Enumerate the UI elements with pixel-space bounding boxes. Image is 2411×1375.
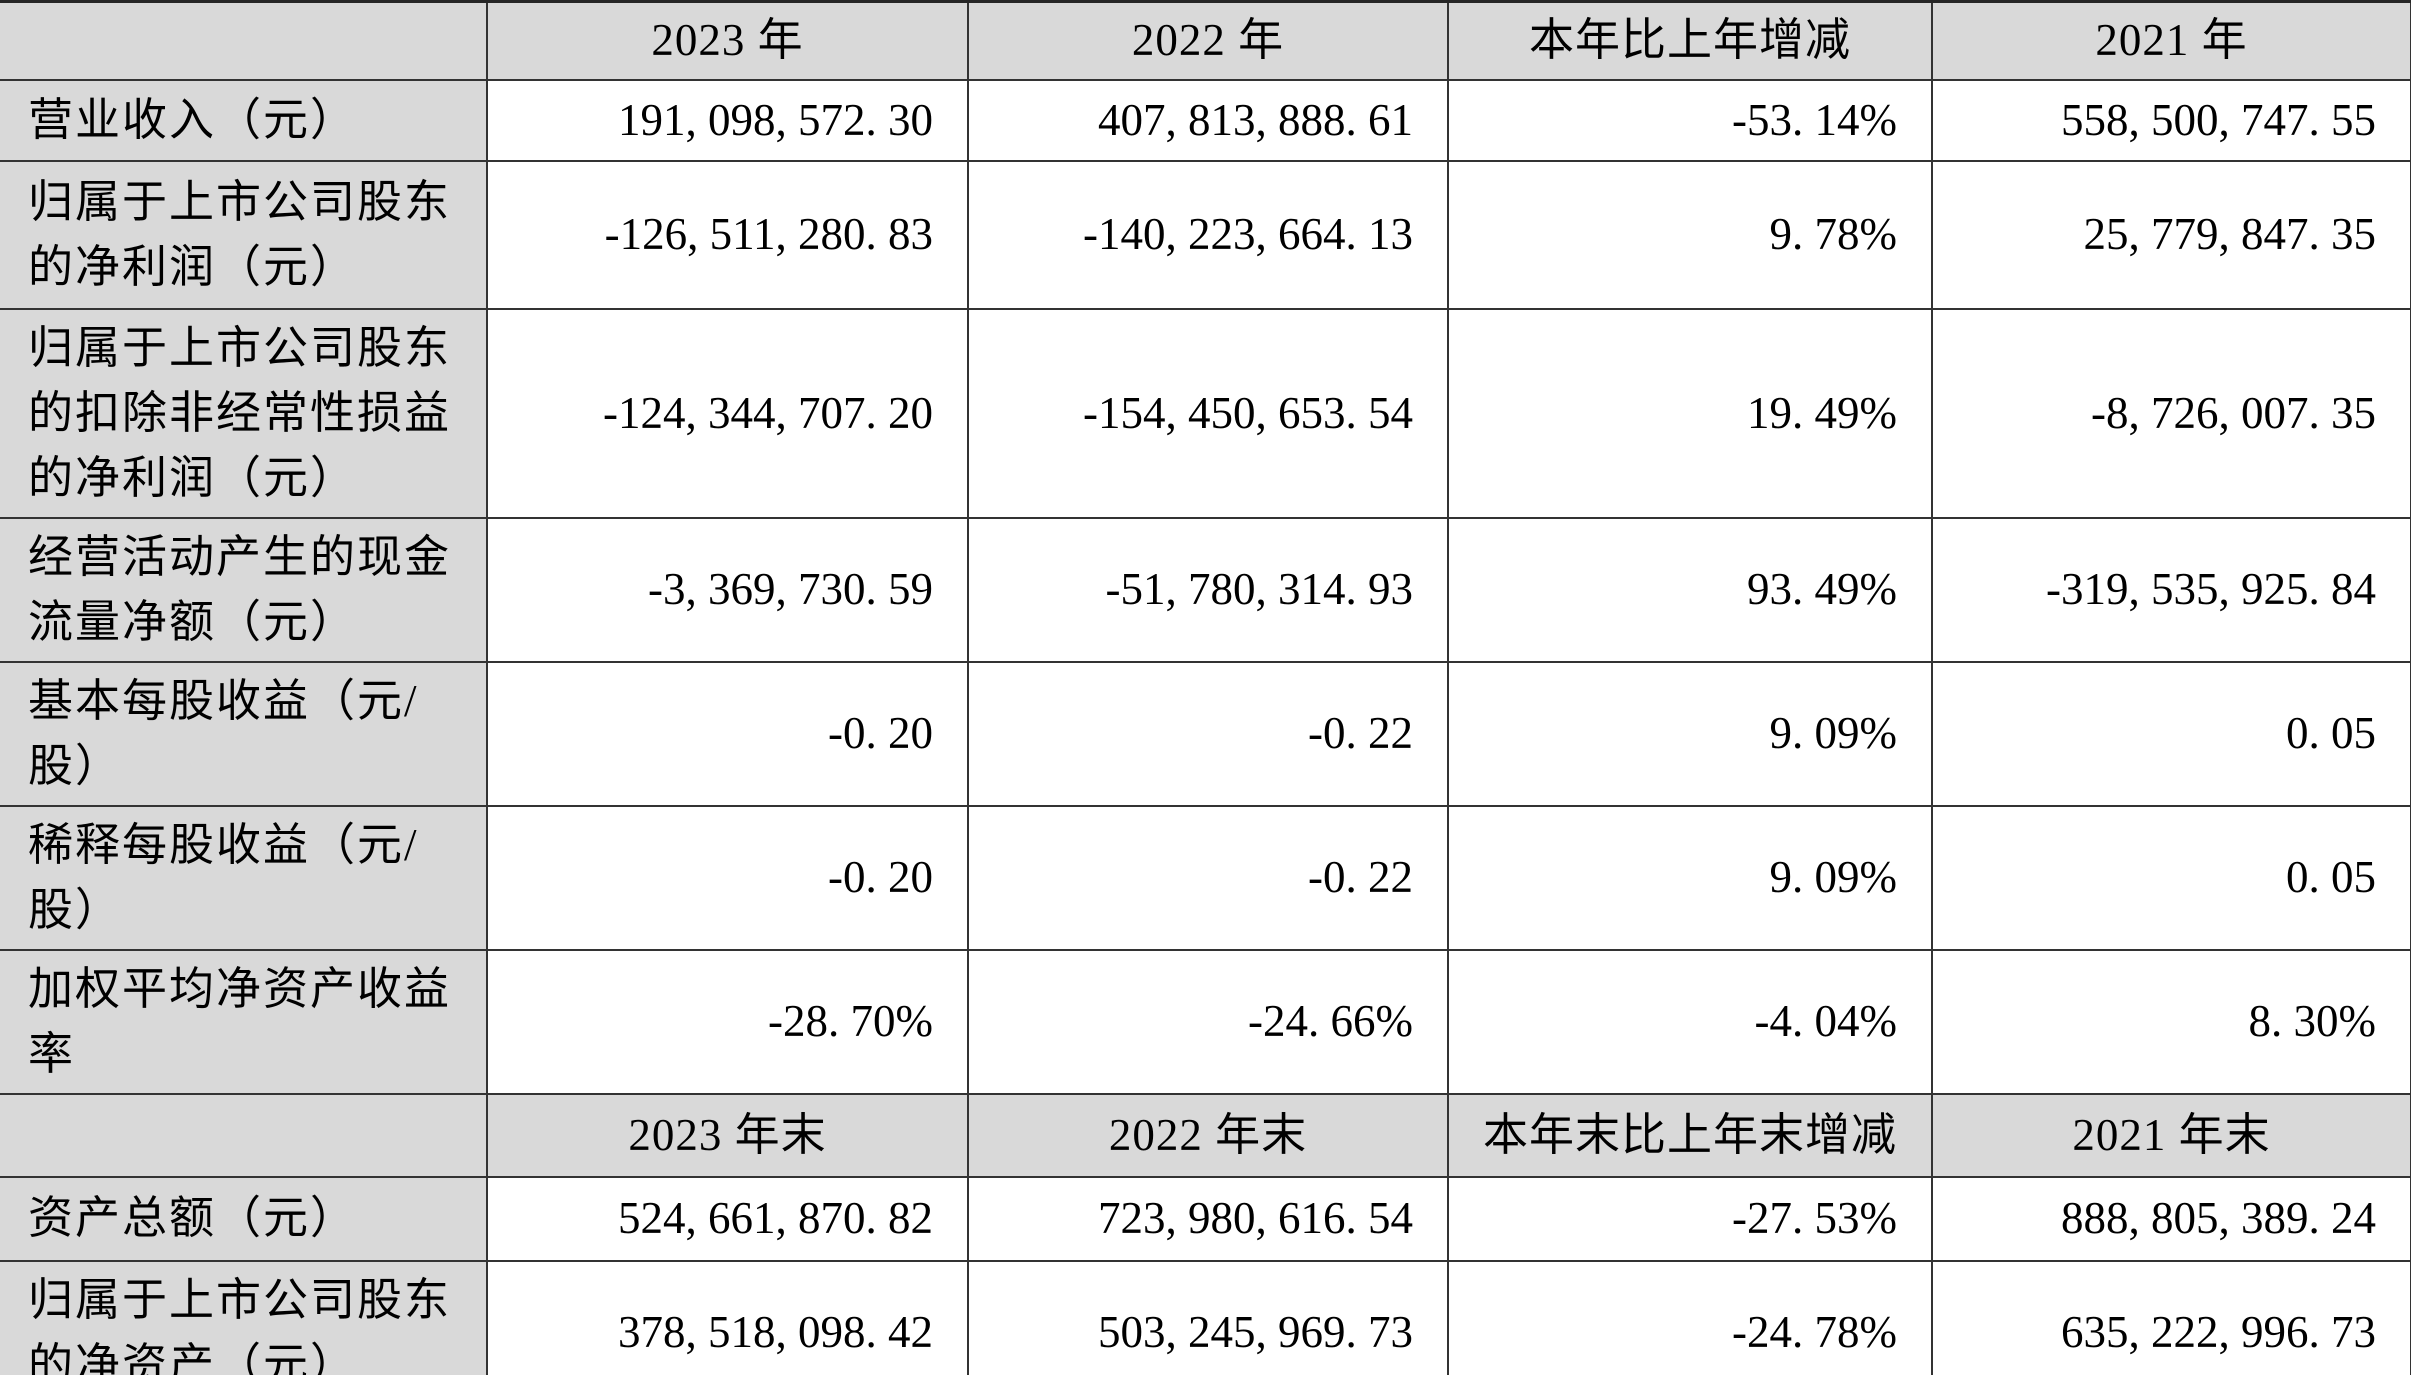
value-2023: -124, 344, 707. 20: [486, 307, 969, 519]
table-row-weighted-avg-roe: 加权平均净资产收益 率 -28. 70% -24. 66% -4. 04% 8.…: [0, 948, 2411, 1095]
value-2021: 8. 30%: [1931, 948, 2411, 1095]
value-2021: -8, 726, 007. 35: [1931, 307, 2411, 519]
value-2023-yearend: 378, 518, 098. 42: [486, 1259, 969, 1375]
value-2022: -0. 22: [967, 804, 1449, 951]
value-2022: -154, 450, 653. 54: [967, 307, 1449, 519]
column-header-2023-yearend: 2023 年末: [486, 1092, 969, 1178]
value-2023: -0. 20: [486, 804, 969, 951]
value-yearend-change: -24. 78%: [1447, 1259, 1933, 1375]
value-yoy-change: 9. 78%: [1447, 159, 1933, 310]
column-header-2022: 2022 年: [967, 0, 1449, 81]
value-2021: 0. 05: [1931, 804, 2411, 951]
row-label: 经营活动产生的现金 流量净额（元）: [0, 516, 488, 663]
table-row-basic-eps: 基本每股收益（元/ 股） -0. 20 -0. 22 9. 09% 0. 05: [0, 660, 2411, 807]
row-label: 资产总额（元）: [0, 1175, 488, 1262]
value-2022: -140, 223, 664. 13: [967, 159, 1449, 310]
table-row-operating-cash-flow: 经营活动产生的现金 流量净额（元） -3, 369, 730. 59 -51, …: [0, 516, 2411, 663]
value-yoy-change: 9. 09%: [1447, 804, 1933, 951]
value-2021: 558, 500, 747. 55: [1931, 78, 2411, 162]
column-header-2021: 2021 年: [1931, 0, 2411, 81]
value-2021: 0. 05: [1931, 660, 2411, 807]
value-2023-yearend: 524, 661, 870. 82: [486, 1175, 969, 1262]
value-2021-yearend: 635, 222, 996. 73: [1931, 1259, 2411, 1375]
value-yearend-change: -27. 53%: [1447, 1175, 1933, 1262]
column-header-yearend-change: 本年末比上年末增减: [1447, 1092, 1933, 1178]
table-row-net-profit-excl-nonrecurring: 归属于上市公司股东 的扣除非经常性损益 的净利润（元） -124, 344, 7…: [0, 307, 2411, 519]
value-2023: -3, 369, 730. 59: [486, 516, 969, 663]
row-label: 加权平均净资产收益 率: [0, 948, 488, 1095]
column-header-yoy-change: 本年比上年增减: [1447, 0, 1933, 81]
corner-cell: [0, 0, 488, 81]
value-2023: 191, 098, 572. 30: [486, 78, 969, 162]
value-2023: -0. 20: [486, 660, 969, 807]
value-2022: -51, 780, 314. 93: [967, 516, 1449, 663]
row-label: 归属于上市公司股东 的扣除非经常性损益 的净利润（元）: [0, 307, 488, 519]
value-yoy-change: 9. 09%: [1447, 660, 1933, 807]
table-row-total-assets: 资产总额（元） 524, 661, 870. 82 723, 980, 616.…: [0, 1175, 2411, 1262]
row-label: 归属于上市公司股东 的净利润（元）: [0, 159, 488, 310]
value-yoy-change: -53. 14%: [1447, 78, 1933, 162]
column-header-2023: 2023 年: [486, 0, 969, 81]
row-label: 基本每股收益（元/ 股）: [0, 660, 488, 807]
value-2022: 407, 813, 888. 61: [967, 78, 1449, 162]
value-2021-yearend: 888, 805, 389. 24: [1931, 1175, 2411, 1262]
table-row-revenue: 营业收入（元） 191, 098, 572. 30 407, 813, 888.…: [0, 78, 2411, 162]
value-yoy-change: 19. 49%: [1447, 307, 1933, 519]
column-header-2022-yearend: 2022 年末: [967, 1092, 1449, 1178]
corner-cell: [0, 1092, 488, 1178]
table-row-diluted-eps: 稀释每股收益（元/ 股） -0. 20 -0. 22 9. 09% 0. 05: [0, 804, 2411, 951]
value-2023: -28. 70%: [486, 948, 969, 1095]
value-yoy-change: -4. 04%: [1447, 948, 1933, 1095]
value-2021: -319, 535, 925. 84: [1931, 516, 2411, 663]
row-label: 稀释每股收益（元/ 股）: [0, 804, 488, 951]
table-header-row-yearend: 2023 年末 2022 年末 本年末比上年末增减 2021 年末: [0, 1092, 2411, 1178]
column-header-2021-yearend: 2021 年末: [1931, 1092, 2411, 1178]
table-header-row-annual: 2023 年 2022 年 本年比上年增减 2021 年: [0, 0, 2411, 81]
value-2021: 25, 779, 847. 35: [1931, 159, 2411, 310]
table-row-net-assets: 归属于上市公司股东 的净资产（元） 378, 518, 098. 42 503,…: [0, 1259, 2411, 1375]
value-2023: -126, 511, 280. 83: [486, 159, 969, 310]
value-2022: -24. 66%: [967, 948, 1449, 1095]
value-2022: -0. 22: [967, 660, 1449, 807]
value-2022-yearend: 723, 980, 616. 54: [967, 1175, 1449, 1262]
row-label: 营业收入（元）: [0, 78, 488, 162]
value-2022-yearend: 503, 245, 969. 73: [967, 1259, 1449, 1375]
table-row-net-profit: 归属于上市公司股东 的净利润（元） -126, 511, 280. 83 -14…: [0, 159, 2411, 310]
row-label: 归属于上市公司股东 的净资产（元）: [0, 1259, 488, 1375]
value-yoy-change: 93. 49%: [1447, 516, 1933, 663]
